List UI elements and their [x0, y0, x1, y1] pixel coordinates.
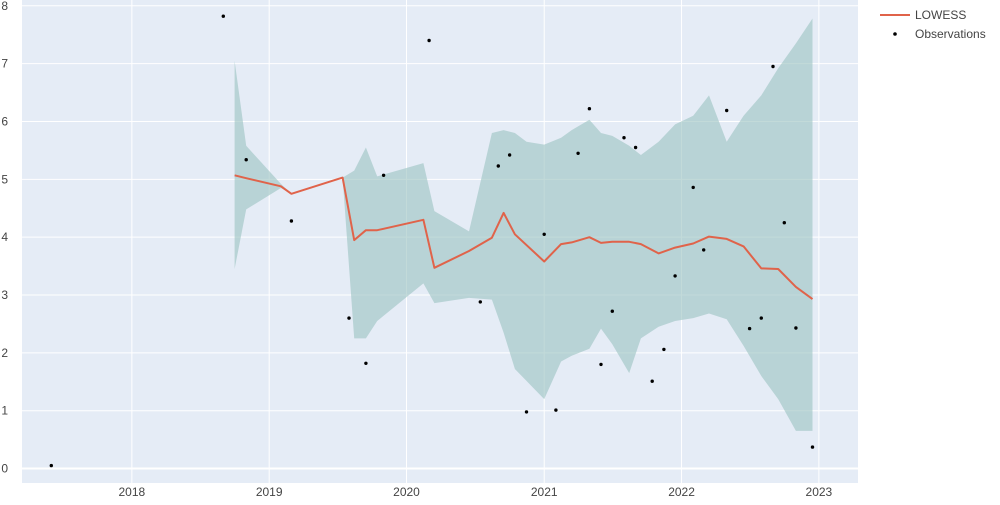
- observation-point: [673, 274, 677, 278]
- observation-point: [364, 361, 368, 365]
- y-tick-label: 1: [1, 404, 8, 418]
- x-tick-label: 2021: [531, 485, 558, 499]
- observation-point: [576, 151, 580, 155]
- observation-point: [49, 463, 53, 468]
- y-tick-label: 0: [1, 462, 8, 476]
- legend-lowess-label[interactable]: LOWESS: [915, 8, 966, 22]
- observation-point: [650, 379, 654, 383]
- legend-observations-swatch[interactable]: [893, 32, 897, 36]
- legend[interactable]: LOWESS Observations: [880, 8, 986, 41]
- y-tick-label: 4: [1, 230, 8, 244]
- observation-point: [782, 221, 786, 225]
- observation-point: [691, 185, 695, 190]
- observation-point: [427, 38, 431, 43]
- observation-point: [622, 136, 626, 140]
- observation-point: [381, 173, 386, 177]
- x-tick-label: 2019: [256, 485, 283, 499]
- observation-point: [496, 164, 500, 168]
- observation-point: [221, 14, 225, 18]
- observation-point: [794, 326, 798, 330]
- observation-point: [507, 153, 512, 157]
- observation-point: [771, 64, 775, 69]
- observation-point: [554, 408, 558, 412]
- observation-point: [725, 108, 729, 113]
- observation-point: [478, 300, 482, 304]
- observation-point: [244, 158, 248, 162]
- observation-point: [759, 316, 763, 320]
- x-axis-ticks: 2018 2019 2020 2021 2022 2023: [119, 485, 833, 499]
- legend-observations-label[interactable]: Observations: [915, 27, 986, 41]
- y-tick-label: 3: [1, 288, 8, 302]
- observation-point: [542, 232, 546, 236]
- y-tick-label: 5: [1, 172, 8, 186]
- observations-layer: [49, 14, 815, 468]
- observation-point: [347, 316, 351, 320]
- observation-point: [610, 309, 614, 313]
- observation-point: [810, 445, 815, 449]
- observation-point: [587, 107, 592, 111]
- confidence-band-layer: [234, 18, 813, 431]
- observation-point: [702, 248, 706, 252]
- observation-point: [524, 410, 529, 414]
- observation-point: [662, 347, 666, 352]
- y-tick-label: 2: [1, 346, 8, 360]
- y-tick-label: 7: [1, 57, 8, 71]
- x-tick-label: 2023: [806, 485, 833, 499]
- observation-point: [633, 145, 638, 150]
- x-tick-label: 2022: [668, 485, 695, 499]
- observation-point: [599, 362, 603, 367]
- confidence-band: [234, 18, 813, 431]
- lowess-line-layer: [234, 174, 814, 300]
- y-axis-ticks: 0 1 2 3 4 5 6 7 8: [1, 0, 8, 476]
- y-tick-label: 8: [1, 0, 8, 13]
- observation-point: [747, 326, 752, 331]
- y-tick-label: 6: [1, 114, 8, 128]
- observation-point: [289, 219, 294, 223]
- lowess-line: [234, 174, 814, 300]
- x-tick-label: 2020: [393, 485, 420, 499]
- x-tick-label: 2018: [119, 485, 146, 499]
